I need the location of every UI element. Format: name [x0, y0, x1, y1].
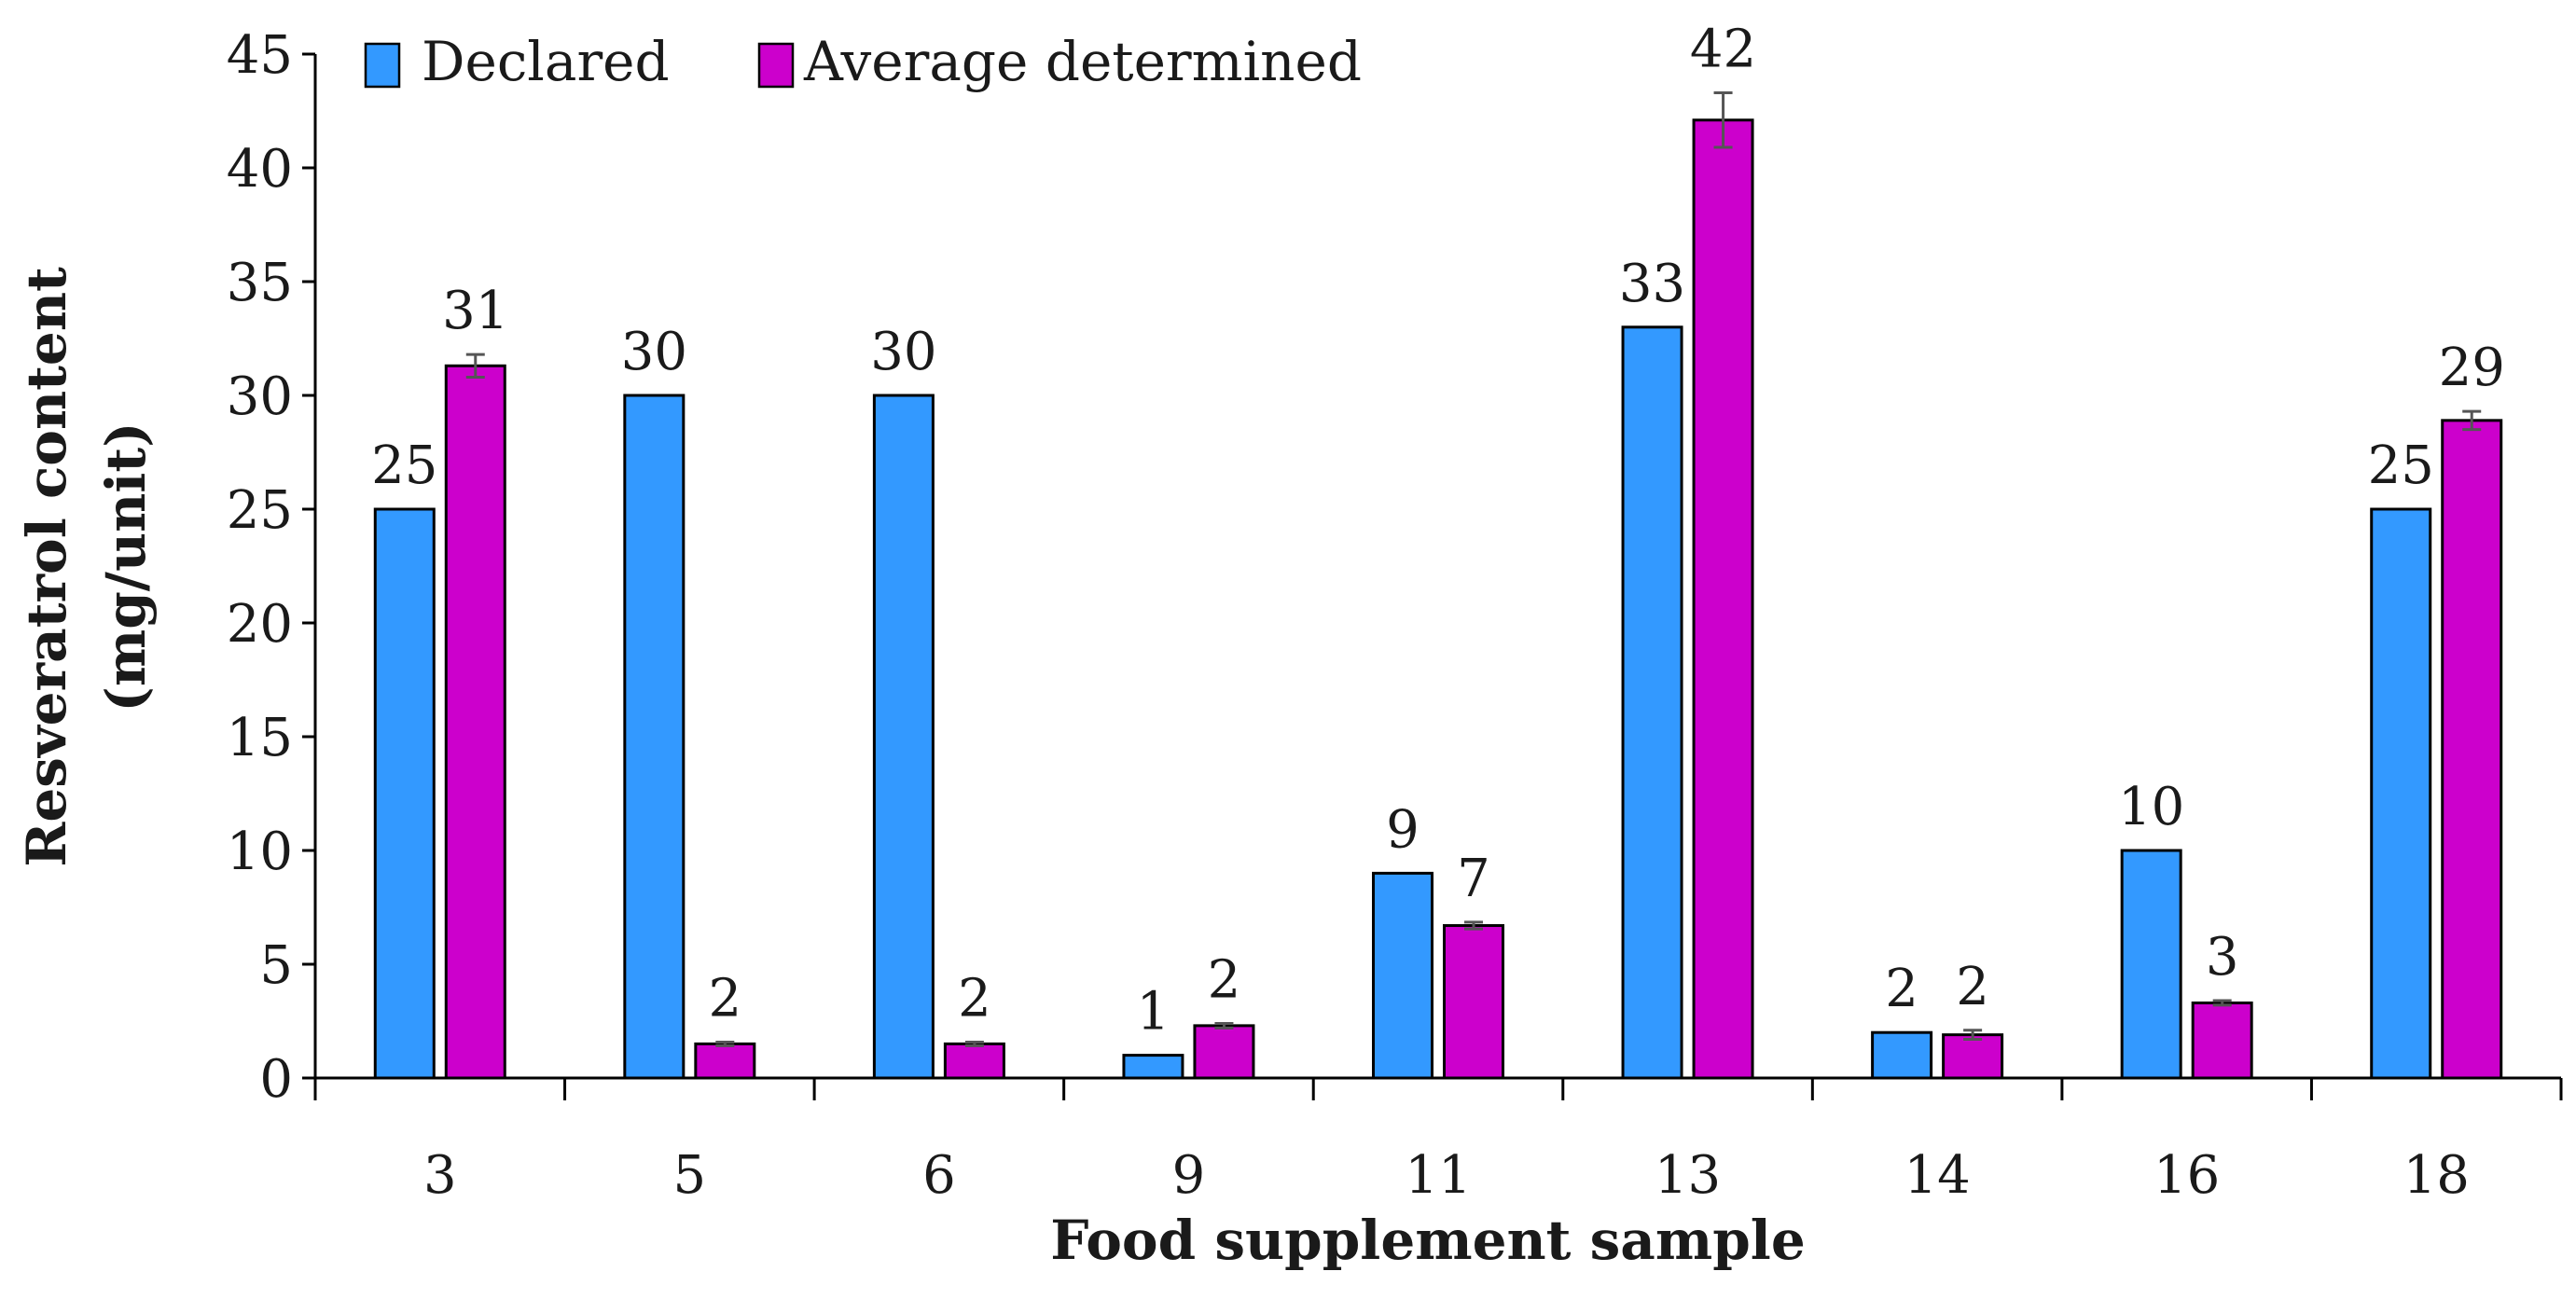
data-label-average-determined-sample-3: 31 [442, 281, 508, 341]
x-axis-title: Food supplement sample [1050, 1209, 1806, 1272]
y-tick-label: 15 [227, 708, 293, 768]
x-tick-label: 9 [1172, 1145, 1206, 1206]
x-tick-label: 14 [1904, 1145, 1970, 1206]
bar-declared-sample-6 [872, 394, 935, 1080]
bar-average-determined-sample-18 [2441, 419, 2503, 1080]
y-axis-ticks: 0 5 10 15 20 25 30 35 40 45 [227, 25, 315, 1110]
data-label-average-determined-sample-5: 2 [709, 968, 742, 1029]
y-axis-title: Resveratrol content (mg/unit) [15, 267, 158, 867]
x-tick-label: 13 [1655, 1145, 1721, 1206]
data-label-average-determined-sample-6: 2 [958, 968, 991, 1029]
legend-swatch-average-determined [757, 42, 795, 89]
bar-declared-sample-13 [1621, 325, 1683, 1080]
bar-average-determined-sample-13 [1692, 118, 1754, 1080]
data-label-declared-sample-6: 30 [870, 322, 936, 382]
bar-average-determined-sample-9 [1193, 1024, 1255, 1080]
y-tick-label: 40 [227, 139, 293, 200]
x-tick-label: 6 [922, 1145, 956, 1206]
bar-average-determined-sample-16 [2191, 1001, 2253, 1080]
bar-declared-sample-16 [2120, 849, 2182, 1080]
x-axis-ticks: 3 5 6 9 11 13 14 16 18 [313, 1078, 2563, 1206]
y-axis-title-line2: (mg/unit) [94, 422, 158, 712]
legend: Declared Average determined [364, 30, 1362, 93]
data-label-average-determined-sample-18: 29 [2439, 338, 2505, 398]
legend-swatch-declared [364, 42, 401, 89]
bar-declared-sample-11 [1372, 871, 1433, 1080]
y-axis-title-line1: Resveratrol content [15, 267, 78, 867]
bar-declared-sample-9 [1122, 1054, 1184, 1080]
y-tick-label: 20 [227, 594, 293, 655]
data-label-declared-sample-9: 1 [1137, 982, 1170, 1043]
bar-average-determined-sample-14 [1942, 1033, 2004, 1080]
data-label-average-determined-sample-14: 2 [1956, 957, 1989, 1017]
bar-declared-sample-3 [373, 507, 436, 1080]
data-label-average-determined-sample-16: 3 [2206, 927, 2239, 988]
x-tick-label: 11 [1405, 1145, 1471, 1206]
x-tick-label: 16 [2154, 1145, 2220, 1206]
data-label-average-determined-sample-11: 7 [1457, 849, 1490, 909]
y-tick-label: 45 [227, 25, 293, 86]
data-label-declared-sample-14: 2 [1885, 959, 1918, 1019]
x-tick-label: 3 [423, 1145, 457, 1206]
data-label-declared-sample-3: 25 [371, 435, 437, 496]
data-label-declared-sample-11: 9 [1386, 799, 1420, 860]
bar-declared-sample-18 [2370, 507, 2432, 1080]
y-tick-label: 35 [227, 253, 293, 313]
x-tick-label: 5 [673, 1145, 707, 1206]
y-tick-label: 25 [227, 480, 293, 541]
data-label-declared-sample-16: 10 [2118, 777, 2184, 837]
data-label-average-determined-sample-9: 2 [1208, 949, 1241, 1010]
x-tick-label: 18 [2403, 1145, 2470, 1206]
legend-label-declared: Declared [422, 30, 670, 93]
y-tick-label: 10 [227, 822, 293, 882]
bar-average-determined-sample-6 [943, 1042, 1005, 1080]
legend-label-average-determined: Average determined [803, 30, 1362, 93]
y-tick-label: 30 [227, 366, 293, 427]
bar-average-determined-sample-11 [1443, 924, 1504, 1080]
data-label-average-determined-sample-13: 42 [1690, 19, 1756, 79]
bar-declared-sample-14 [1871, 1030, 1933, 1080]
data-label-declared-sample-5: 30 [621, 322, 687, 382]
data-label-declared-sample-18: 25 [2368, 435, 2434, 496]
bar-average-determined-sample-5 [694, 1042, 756, 1080]
bar-declared-sample-5 [623, 394, 686, 1080]
y-tick-label: 5 [259, 935, 293, 996]
y-tick-label: 0 [259, 1049, 293, 1110]
bar-average-determined-sample-3 [444, 364, 506, 1080]
data-label-declared-sample-13: 33 [1619, 254, 1685, 314]
